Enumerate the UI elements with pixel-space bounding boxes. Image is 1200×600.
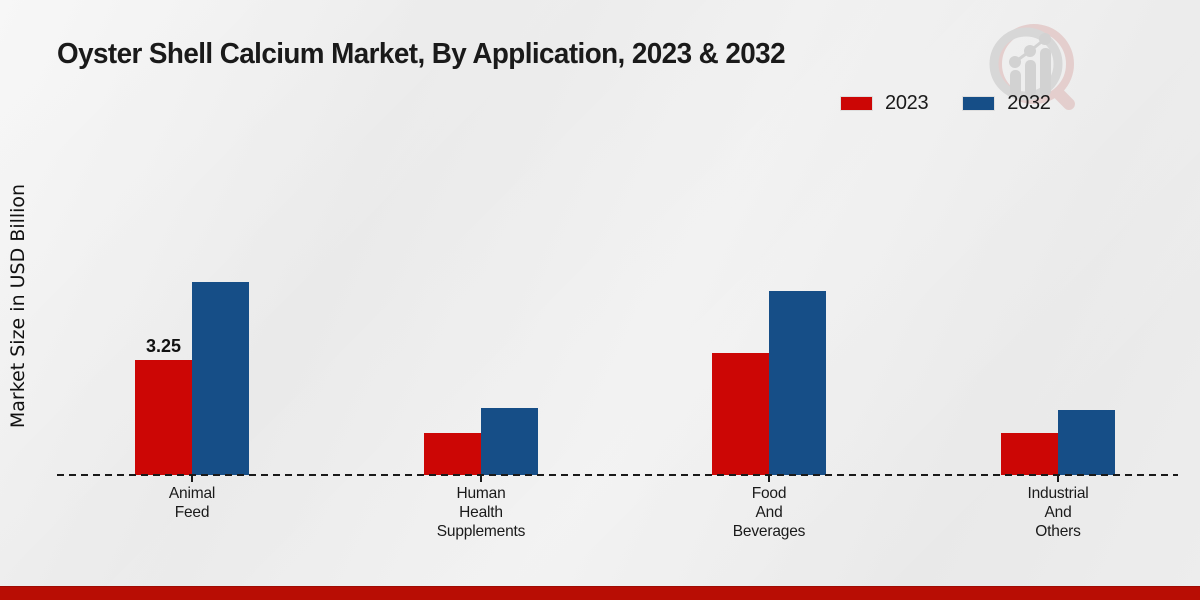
category-label: Industrial And Others bbox=[1027, 485, 1089, 540]
x-axis-zero-line bbox=[57, 474, 1178, 476]
bar-2023 bbox=[712, 353, 769, 475]
bar-2032 bbox=[769, 291, 826, 475]
legend-label-2032: 2032 bbox=[1007, 92, 1051, 114]
category-label: Animal Feed bbox=[168, 485, 216, 521]
bar-2032 bbox=[192, 282, 249, 475]
legend: 2023 2032 bbox=[840, 92, 1051, 115]
bar-2023 bbox=[1001, 433, 1058, 475]
x-axis-tick bbox=[480, 476, 482, 482]
bar-2023: 3.25 bbox=[135, 336, 192, 475]
footer-strip bbox=[0, 586, 1200, 600]
x-axis-tick bbox=[768, 476, 770, 482]
legend-item-2023: 2023 bbox=[840, 92, 929, 115]
bar-group bbox=[1001, 410, 1115, 475]
magnifier-chart-logo-icon bbox=[989, 24, 1075, 110]
category-label: Human Health Supplements bbox=[436, 485, 526, 540]
bar-2032 bbox=[481, 408, 538, 475]
bar-2032 bbox=[1058, 410, 1115, 475]
legend-swatch-2032 bbox=[962, 96, 996, 111]
category-label: Food And Beverages bbox=[732, 485, 806, 540]
bar-value-label: 3.25 bbox=[145, 336, 182, 356]
bar-group: 3.25 bbox=[135, 282, 249, 475]
bar-2023 bbox=[424, 433, 481, 475]
legend-swatch-2023 bbox=[840, 96, 873, 111]
chart-title: Oyster Shell Calcium Market, By Applicat… bbox=[57, 38, 786, 70]
bar-group bbox=[424, 408, 538, 475]
x-axis-tick bbox=[191, 476, 193, 482]
legend-label-2023: 2023 bbox=[885, 92, 929, 114]
bar-group bbox=[712, 291, 826, 475]
legend-item-2032: 2032 bbox=[962, 92, 1051, 115]
x-axis-tick bbox=[1057, 476, 1059, 482]
